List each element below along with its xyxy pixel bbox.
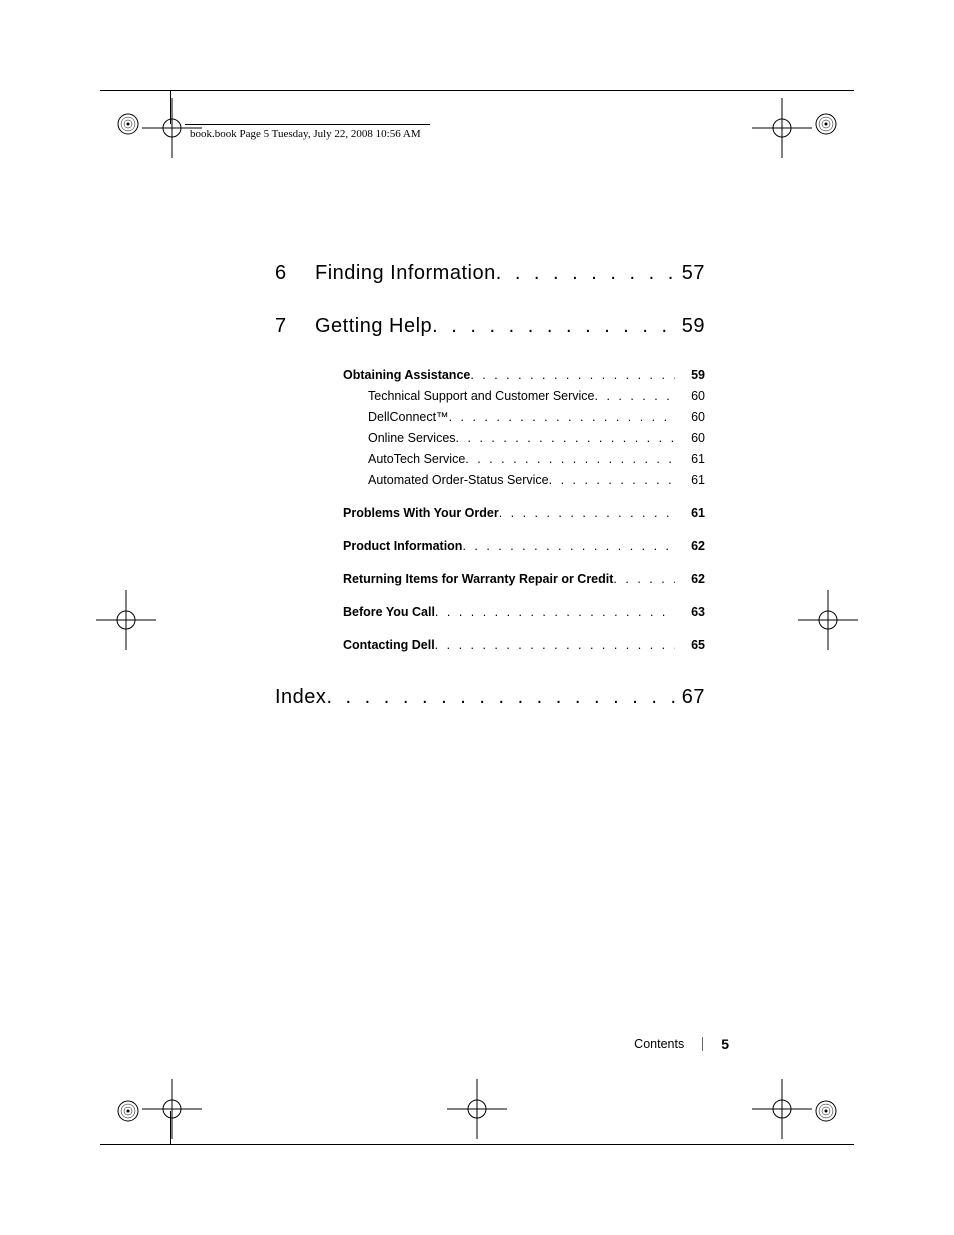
footer-section-label: Contents [634, 1037, 684, 1051]
corner-disc-icon [814, 1099, 838, 1123]
toc-sub-row: Obtaining Assistance . . . . . . . . . .… [343, 368, 705, 382]
toc-sub-row: Automated Order-Status Service . . . . .… [368, 473, 705, 487]
corner-disc-icon [116, 1099, 140, 1123]
toc-sub-page: 61 [681, 506, 705, 520]
toc-index-row: Index . . . . . . . . . . . . . . . . . … [275, 686, 705, 709]
toc-sub-title: Technical Support and Customer Service [368, 389, 595, 403]
toc-chapter-row: 6Finding Information . . . . . . . . . .… [275, 262, 705, 285]
toc-sub-page: 61 [681, 452, 705, 466]
toc-leader-dots: . . . . . . . . . . . . . . . . . . . . … [470, 368, 675, 382]
toc-sub-page: 65 [681, 638, 705, 652]
toc-sub-row: Online Services . . . . . . . . . . . . … [368, 431, 705, 445]
toc-sub-row: Contacting Dell . . . . . . . . . . . . … [343, 638, 705, 652]
footer-page-number: 5 [721, 1036, 729, 1052]
toc-leader-dots: . . . . . . . . . . . . . . . . . . . . … [456, 431, 675, 445]
toc-sub-row: Returning Items for Warranty Repair or C… [343, 572, 705, 586]
footer-divider [702, 1037, 703, 1051]
toc-group-spacer [343, 626, 705, 638]
toc-chapter-title: Getting Help [315, 315, 432, 338]
toc-sub-row: Before You Call . . . . . . . . . . . . … [343, 605, 705, 619]
toc-chapter-number: 7 [275, 315, 315, 338]
toc-sub-title: Problems With Your Order [343, 506, 499, 520]
registration-mark-icon [142, 98, 202, 158]
toc-sub-title: Contacting Dell [343, 638, 435, 652]
toc-leader-dots: . . . . . . . . . . . . . . . . . . . . … [449, 410, 675, 424]
toc-index-title: Index [275, 686, 326, 709]
toc-sub-title: Automated Order-Status Service [368, 473, 549, 487]
toc-sub-page: 62 [681, 539, 705, 553]
toc-subsection-block: Obtaining Assistance . . . . . . . . . .… [343, 368, 705, 652]
toc-leader-dots: . . . . . . . . . . . . . . . . . . . . … [432, 315, 676, 338]
toc-group-spacer [343, 527, 705, 539]
toc-leader-dots: . . . . . . . . . . . . . . . . . . . . … [549, 473, 675, 487]
toc-index-page: 67 [682, 686, 705, 709]
toc-sub-row: DellConnect™ . . . . . . . . . . . . . .… [368, 410, 705, 424]
toc-sub-row: Technical Support and Customer Service .… [368, 389, 705, 403]
toc-sub-row: Product Information . . . . . . . . . . … [343, 539, 705, 553]
toc-leader-dots: . . . . . . . . . . . . . . . . . . . . … [496, 262, 676, 285]
toc-group-spacer [343, 560, 705, 572]
registration-mark-icon [96, 590, 156, 650]
registration-mark-icon [752, 98, 812, 158]
toc-sub-title: Product Information [343, 539, 462, 553]
toc-sub-title: Obtaining Assistance [343, 368, 470, 382]
toc-leader-dots: . . . . . . . . . . . . . . . . . . . . … [595, 389, 675, 403]
toc-sub-page: 63 [681, 605, 705, 619]
toc-sub-row: Problems With Your Order . . . . . . . .… [343, 506, 705, 520]
corner-disc-icon [116, 112, 140, 136]
toc-leader-dots: . . . . . . . . . . . . . . . . . . . . … [326, 686, 675, 709]
toc-group-spacer [343, 494, 705, 506]
toc-sub-page: 62 [681, 572, 705, 586]
toc-leader-dots: . . . . . . . . . . . . . . . . . . . . … [613, 572, 675, 586]
toc-sub-title: AutoTech Service [368, 452, 465, 466]
toc-content: 6Finding Information . . . . . . . . . .… [275, 250, 705, 739]
toc-chapter-page: 57 [682, 262, 705, 285]
toc-chapter-page: 59 [682, 315, 705, 338]
corner-disc-icon [814, 112, 838, 136]
toc-chapter-number: 6 [275, 262, 315, 285]
toc-sub-page: 60 [681, 431, 705, 445]
toc-chapter-title: Finding Information [315, 262, 496, 285]
toc-sub-page: 60 [681, 389, 705, 403]
page-footer: Contents 5 [0, 1036, 954, 1052]
toc-sub-title: Before You Call [343, 605, 435, 619]
toc-sub-page: 61 [681, 473, 705, 487]
registration-mark-icon [142, 1079, 202, 1139]
toc-sub-title: Returning Items for Warranty Repair or C… [343, 572, 613, 586]
toc-leader-dots: . . . . . . . . . . . . . . . . . . . . … [435, 638, 675, 652]
toc-leader-dots: . . . . . . . . . . . . . . . . . . . . … [465, 452, 675, 466]
toc-sub-title: DellConnect™ [368, 410, 449, 424]
toc-leader-dots: . . . . . . . . . . . . . . . . . . . . … [462, 539, 675, 553]
header-underline [185, 124, 430, 125]
toc-leader-dots: . . . . . . . . . . . . . . . . . . . . … [499, 506, 675, 520]
registration-mark-icon [752, 1079, 812, 1139]
toc-group-spacer [343, 593, 705, 605]
registration-mark-icon [447, 1079, 507, 1139]
header-running-text: book.book Page 5 Tuesday, July 22, 2008 … [190, 128, 421, 140]
toc-sub-row: AutoTech Service . . . . . . . . . . . .… [368, 452, 705, 466]
toc-chapter-row: 7Getting Help . . . . . . . . . . . . . … [275, 315, 705, 338]
toc-sub-page: 59 [681, 368, 705, 382]
toc-sub-title: Online Services [368, 431, 456, 445]
toc-leader-dots: . . . . . . . . . . . . . . . . . . . . … [435, 605, 675, 619]
toc-sub-page: 60 [681, 410, 705, 424]
registration-mark-icon [798, 590, 858, 650]
